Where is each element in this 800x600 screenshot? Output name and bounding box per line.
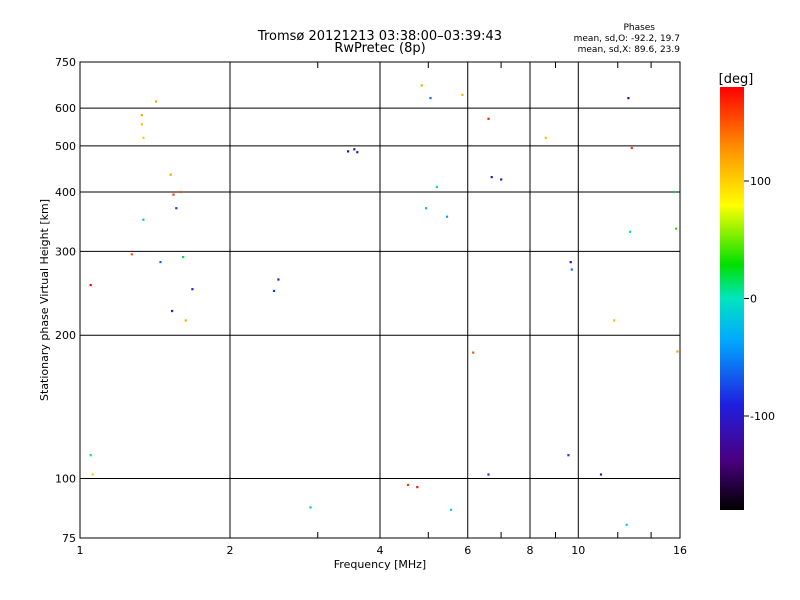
data-point: [91, 473, 94, 476]
data-point: [435, 185, 438, 188]
data-point: [490, 176, 493, 179]
y-tick-label: 100: [55, 473, 76, 486]
data-point: [130, 253, 133, 256]
data-point: [356, 151, 359, 154]
x-tick-label: 1: [77, 544, 84, 557]
scatter-points: [89, 84, 679, 526]
y-tick-label: 750: [55, 56, 76, 69]
data-point: [569, 261, 572, 264]
data-point: [179, 190, 182, 194]
data-point: [159, 261, 162, 264]
data-point: [445, 215, 449, 218]
colorbar: [720, 87, 744, 510]
data-point: [142, 218, 145, 221]
data-point: [461, 93, 464, 96]
data-point: [420, 84, 423, 87]
data-point: [487, 117, 490, 120]
data-point: [182, 256, 185, 259]
data-point: [347, 150, 350, 153]
data-point: [567, 454, 570, 457]
colorbar-tick-label: 100: [750, 175, 771, 188]
data-point: [140, 123, 143, 126]
data-point: [191, 288, 194, 291]
y-tick-label: 200: [55, 329, 76, 342]
x-tick-label: 4: [377, 544, 384, 557]
chart-title: Tromsø 20121213 03:38:00–03:39:43: [257, 29, 502, 44]
y-tick-label: 500: [55, 140, 76, 153]
y-axis-label: Stationary phase Virtual Height [km]: [38, 199, 51, 401]
phase-stats-o: mean, sd,O: -92.2, 19.7: [574, 34, 680, 44]
data-point: [154, 100, 158, 103]
colorbar-label: [deg]: [719, 72, 754, 87]
x-tick-label: 2: [227, 544, 234, 557]
data-point: [416, 486, 419, 489]
data-point: [309, 506, 312, 509]
data-point: [172, 193, 175, 196]
data-point: [629, 230, 632, 233]
y-tick-label: 400: [55, 186, 76, 199]
phase-stats-title: Phases: [623, 23, 655, 33]
y-tick-label: 75: [62, 532, 76, 545]
data-point: [449, 508, 453, 511]
data-point: [140, 114, 143, 117]
x-tick-label: 10: [571, 544, 585, 557]
data-point: [674, 227, 678, 230]
data-point: [353, 148, 356, 151]
data-point: [544, 136, 547, 139]
data-point: [429, 97, 432, 100]
data-point: [89, 284, 92, 287]
data-point: [627, 97, 630, 100]
data-point: [171, 309, 174, 313]
data-point: [169, 173, 172, 176]
data-point: [142, 136, 145, 139]
data-point: [89, 454, 92, 457]
data-point: [630, 146, 633, 150]
data-point: [673, 190, 676, 194]
data-point: [175, 207, 178, 210]
phase-stats-x: mean, sd,X: 89.6, 23.9: [578, 45, 681, 55]
data-point: [625, 523, 628, 526]
data-point: [613, 319, 616, 322]
data-point: [487, 473, 490, 476]
colorbar-tick-label: -100: [750, 410, 775, 423]
chart-subtitle: RwPretec (8p): [334, 41, 425, 56]
colorbar-tick-label: 0: [750, 293, 757, 306]
data-point: [184, 319, 187, 322]
data-point: [676, 350, 679, 353]
data-point: [425, 207, 428, 210]
plot-frame: [79, 61, 681, 539]
colorbar-ticks: 100 0 -100: [744, 175, 775, 423]
data-point: [500, 178, 503, 181]
x-tick-label: 6: [464, 544, 471, 557]
data-point: [277, 278, 280, 281]
x-axis-label: Frequency [MHz]: [334, 558, 426, 571]
data-point: [570, 268, 573, 271]
data-point: [406, 483, 410, 486]
y-tick-label: 600: [55, 102, 76, 115]
grid-lines: [80, 62, 680, 538]
axis-ticks: 1 2 4 6 8 10 16 75 100 200 300 400 500 600 750: [55, 56, 687, 557]
data-point: [272, 289, 276, 292]
data-point: [599, 473, 603, 476]
x-tick-label: 16: [673, 544, 687, 557]
data-point: [472, 351, 475, 354]
y-tick-label: 300: [55, 245, 76, 258]
x-tick-label: 8: [527, 544, 534, 557]
